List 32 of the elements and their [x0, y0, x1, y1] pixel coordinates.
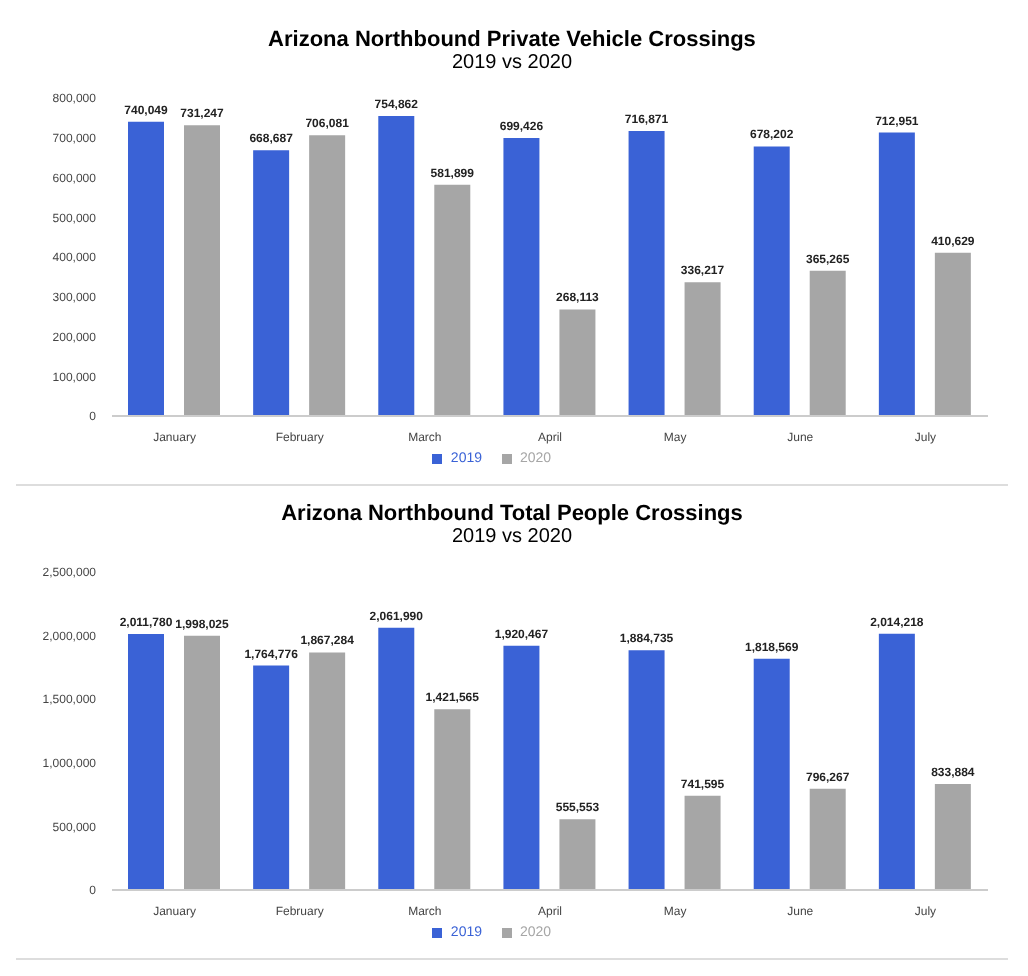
bar: [684, 282, 721, 416]
bar: [434, 709, 471, 890]
bar: [934, 252, 971, 416]
bar: [809, 270, 846, 416]
bar: [809, 788, 846, 890]
bar: [878, 132, 915, 416]
bar: [934, 783, 971, 890]
chart-subtitle: 2019 vs 2020: [449, 52, 575, 74]
bar: [753, 146, 790, 416]
bar: [559, 309, 596, 416]
bar: [378, 627, 415, 890]
bar: [128, 634, 164, 890]
bar: [559, 819, 596, 890]
bar: [309, 652, 346, 890]
bar: [378, 115, 415, 416]
chart-subtitle: 2019 vs 2020: [449, 526, 575, 548]
bar: [434, 184, 471, 416]
bar: [628, 650, 665, 890]
bar: [309, 135, 346, 416]
bar: [184, 635, 220, 890]
chart-title: Arizona Northbound Private Vehicle Crossings: [266, 26, 758, 52]
chart-title: Arizona Northbound Total People Crossings: [279, 500, 745, 526]
bar: [253, 150, 290, 416]
bar: [628, 131, 665, 416]
bar: [684, 795, 721, 890]
bar: [503, 645, 540, 890]
bar: [128, 121, 164, 416]
bar: [253, 665, 290, 890]
bar: [184, 125, 220, 416]
bar: [753, 658, 790, 890]
bar: [503, 137, 540, 416]
bar: [878, 633, 915, 890]
